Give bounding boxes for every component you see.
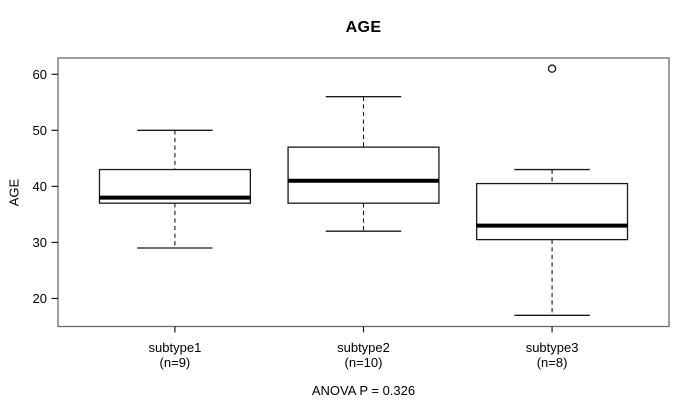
iqr-box-subtype3	[475, 182, 629, 241]
y-axis-tick-label: 60	[33, 67, 47, 82]
x-sublabel-subtype2: (n=10)	[345, 355, 383, 370]
outlier-point-subtype3	[547, 64, 557, 73]
x-sublabel-subtype3: (n=8)	[537, 355, 568, 370]
x-label-subtype1: subtype1	[149, 340, 202, 355]
x-label-subtype2: subtype2	[337, 340, 390, 355]
y-axis-tick-label: 50	[33, 123, 47, 138]
x-sublabel-subtype1: (n=9)	[160, 355, 191, 370]
x-label-subtype3: subtype3	[526, 340, 579, 355]
y-axis-tick-label: 20	[33, 291, 47, 306]
y-axis-tick-label: 30	[33, 235, 47, 250]
iqr-box-subtype2	[287, 146, 440, 204]
y-axis-tick-label: 40	[33, 179, 47, 194]
chart-title: AGE	[345, 19, 382, 36]
anova-p-annotation: ANOVA P = 0.326	[311, 383, 416, 398]
